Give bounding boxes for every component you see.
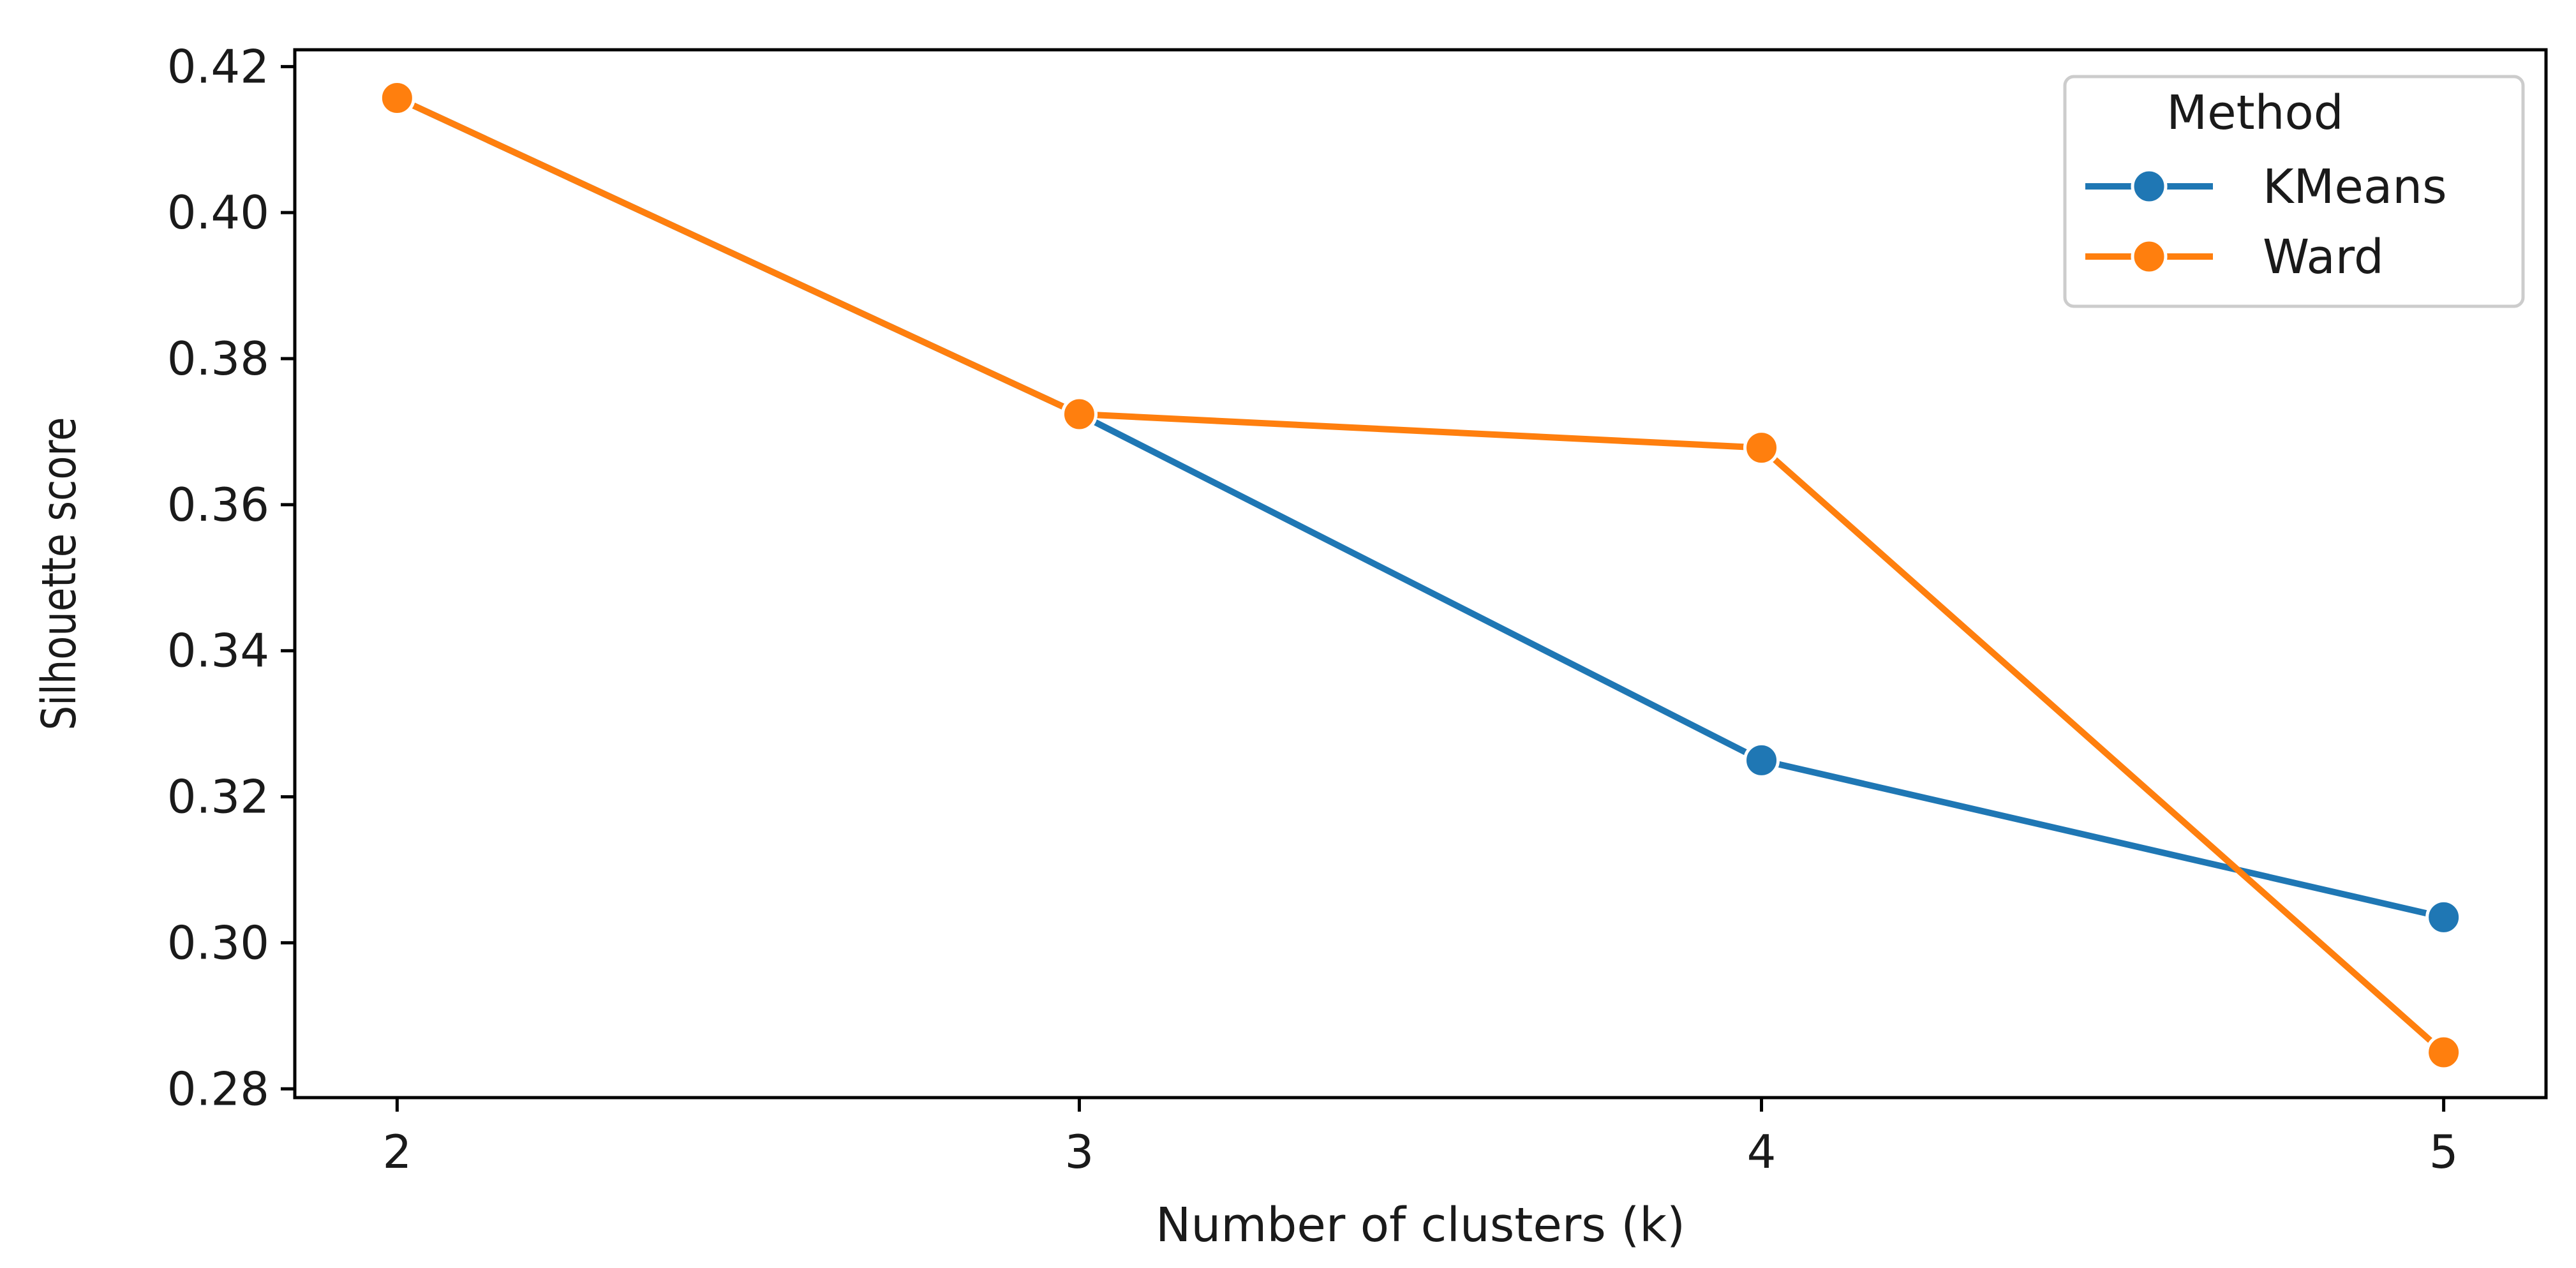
y-tick-label: 0.38: [167, 332, 269, 385]
plot-frame: [293, 48, 2548, 1100]
series-line-ward: [394, 94, 2447, 1056]
y-tick-label: 0.32: [167, 770, 269, 824]
x-tick-label: 4: [1747, 1125, 1776, 1179]
series-layer: [378, 80, 2462, 1071]
y-tick-label: 0.40: [167, 186, 269, 239]
y-tick-label: 0.42: [167, 40, 269, 93]
legend-title: Method: [2166, 86, 2344, 140]
legend-label-ward: Ward: [2263, 230, 2384, 285]
x-tick-label: 5: [2429, 1125, 2459, 1179]
x-tick-label: 2: [382, 1125, 412, 1179]
data-point-kmeans: [2425, 899, 2462, 936]
y-tick-label: 0.34: [167, 624, 269, 678]
y-tick-label: 0.36: [167, 478, 269, 532]
x-axis-label: Number of clusters (k): [1156, 1198, 1685, 1253]
data-point-ward: [378, 80, 415, 117]
data-point-ward: [1061, 396, 1098, 433]
data-point-ward: [2425, 1034, 2462, 1071]
legend-label-kmeans: KMeans: [2263, 160, 2447, 214]
y-tick-label: 0.28: [167, 1062, 269, 1115]
legend-marker-ward: [2131, 238, 2168, 275]
axes-layer: 0.28 0.30 0.32 0.34 0.36 0.38 0.40 0.42 2 3 4 5 Numb…: [31, 40, 2548, 1253]
data-point-kmeans: [1743, 742, 1780, 779]
x-tick-label: 3: [1065, 1125, 1094, 1179]
y-axis-label: Silhouette score: [31, 417, 86, 731]
data-point-ward: [1743, 429, 1780, 466]
legend: Method KMeans Ward: [2063, 75, 2525, 308]
y-tick-label: 0.30: [167, 916, 269, 969]
legend-box: [2063, 75, 2525, 308]
legend-marker-kmeans: [2131, 168, 2168, 205]
